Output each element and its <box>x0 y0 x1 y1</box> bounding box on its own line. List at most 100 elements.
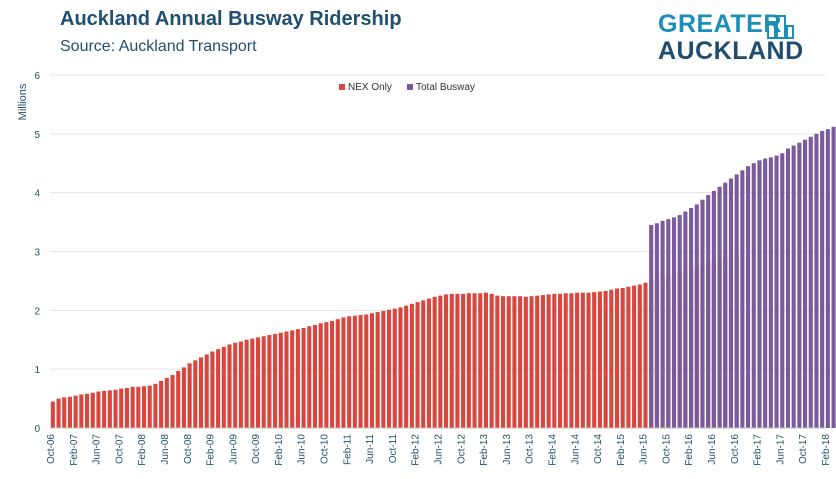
bar-total-busway <box>757 160 762 428</box>
bar-nex-only <box>221 346 226 428</box>
bar-nex-only <box>50 401 55 428</box>
bar-nex-only <box>301 327 306 428</box>
bar-total-busway <box>711 190 716 428</box>
bar-nex-only <box>164 377 169 428</box>
bar-nex-only <box>159 380 164 428</box>
bar-nex-only <box>187 363 192 428</box>
bar-nex-only <box>398 307 403 428</box>
bar-total-busway <box>666 219 671 428</box>
bar-total-busway <box>706 195 711 428</box>
bar-nex-only <box>409 303 414 428</box>
bar-total-busway <box>723 182 728 428</box>
bar-nex-only <box>586 292 591 428</box>
x-tick-label: Oct-14 <box>593 434 604 464</box>
x-tick-label: Oct-13 <box>525 434 536 464</box>
x-tick-label: Oct-12 <box>456 434 467 464</box>
bar-nex-only <box>198 357 204 428</box>
y-tick-label: 5 <box>34 130 40 141</box>
bar-nex-only <box>535 295 540 429</box>
y-tick-label: 2 <box>34 306 40 317</box>
x-tick-label: Jun-07 <box>92 434 103 465</box>
bar-nex-only <box>250 338 255 428</box>
bar-nex-only <box>255 337 261 428</box>
bar-total-busway <box>649 225 654 428</box>
bar-nex-only <box>432 296 437 428</box>
bar-total-busway <box>825 129 830 428</box>
logo-text-auckland: AUCKLAND <box>658 37 804 65</box>
bar-nex-only <box>597 291 602 428</box>
x-tick-label: Feb-17 <box>753 434 764 466</box>
bar-nex-only <box>637 284 642 428</box>
bar-nex-only <box>512 296 517 428</box>
bar-nex-only <box>557 293 563 428</box>
bar-nex-only <box>210 351 215 428</box>
bar-nex-only <box>364 314 369 428</box>
x-tick-label: Feb-15 <box>616 434 627 466</box>
bar-nex-only <box>392 308 397 428</box>
bar-nex-only <box>438 295 443 429</box>
bar-nex-only <box>90 392 95 428</box>
bar-total-busway <box>808 136 813 428</box>
x-tick-label: Oct-15 <box>661 434 672 464</box>
bar-total-busway <box>671 217 677 428</box>
bar-nex-only <box>575 292 580 428</box>
bar-nex-only <box>261 336 266 428</box>
bar-total-busway <box>700 199 705 428</box>
bar-nex-only <box>614 288 620 428</box>
bar-nex-only <box>324 322 329 428</box>
bar-total-busway <box>763 158 768 429</box>
bar-nex-only <box>620 287 625 428</box>
bar-nex-only <box>153 383 158 429</box>
x-tick-label: Jun-09 <box>228 434 239 465</box>
y-tick-label: 6 <box>34 71 40 82</box>
bar-nex-only <box>358 315 363 428</box>
y-tick-label: 0 <box>34 424 40 435</box>
bar-total-busway <box>814 133 819 428</box>
bar-nex-only <box>461 293 466 428</box>
legend-label: NEX Only <box>348 82 392 93</box>
bar-nex-only <box>176 370 181 428</box>
bar-total-busway <box>660 220 665 428</box>
bar-total-busway <box>780 153 785 428</box>
bar-total-busway <box>803 139 808 428</box>
x-axis-tick-labels: Oct-06 Feb-07 Jun-07 Oct-07 Feb-08 Jun-08 Oct-… <box>46 434 832 466</box>
x-tick-label: Feb-08 <box>137 434 148 466</box>
x-tick-label: Jun-13 <box>502 434 513 465</box>
bar-total-busway <box>820 130 825 428</box>
bar-nex-only <box>335 319 340 428</box>
x-tick-label: Oct-16 <box>730 434 741 464</box>
bar-total-busway <box>774 155 779 428</box>
bar-nex-only <box>540 295 545 428</box>
bar-nex-only <box>267 335 272 428</box>
legend-swatch <box>407 84 413 90</box>
bar-nex-only <box>523 296 528 428</box>
city-buildings-icon <box>767 15 794 39</box>
bar-nex-only <box>426 298 431 428</box>
x-tick-label: Oct-11 <box>388 434 399 464</box>
bar-nex-only <box>96 391 101 428</box>
bar-total-busway <box>797 142 802 428</box>
bar-nex-only <box>273 333 278 428</box>
bar-nex-only <box>387 309 392 428</box>
x-tick-label: Feb-07 <box>69 434 80 466</box>
bar-nex-only <box>130 386 135 428</box>
bar-nex-only <box>84 393 90 428</box>
bar-total-busway <box>654 223 659 428</box>
bar-total-busway <box>683 211 688 428</box>
bar-nex-only <box>609 289 614 428</box>
bar-nex-only <box>341 317 346 428</box>
y-tick-label: 4 <box>34 189 40 200</box>
y-axis-label: Millions <box>17 83 29 120</box>
x-tick-label: Feb-09 <box>206 434 217 466</box>
x-tick-label: Feb-14 <box>548 434 559 466</box>
bar-nex-only <box>181 367 186 428</box>
bar-nex-only <box>216 349 221 428</box>
bar-nex-only <box>518 296 523 428</box>
bar-nex-only <box>56 398 61 428</box>
bar-nex-only <box>238 341 243 428</box>
x-tick-label: Oct-10 <box>320 434 331 464</box>
legend-swatch <box>339 84 345 90</box>
x-tick-label: Feb-16 <box>684 434 695 466</box>
bar-nex-only <box>381 310 386 428</box>
bar-total-busway <box>694 204 699 428</box>
